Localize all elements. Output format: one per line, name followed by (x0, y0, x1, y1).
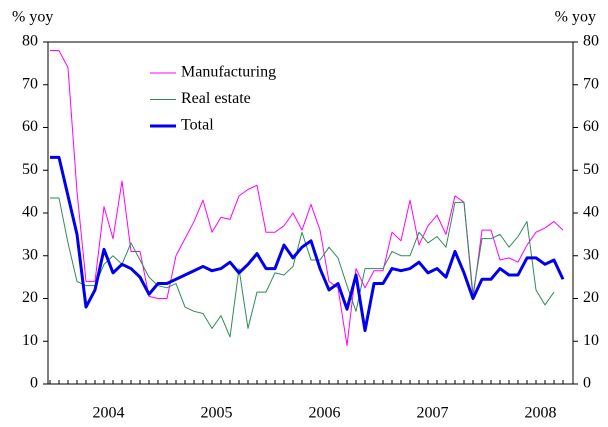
y-axis-label: % yoy (12, 9, 53, 26)
series-line (50, 50, 564, 347)
y2-tick-label: 30 (583, 246, 599, 263)
y-tick-label: 40 (22, 204, 38, 221)
y-tick-label: 30 (22, 246, 38, 263)
y-tick-label: 80 (22, 33, 38, 50)
y2-tick-label: 40 (583, 204, 599, 221)
x-tick-label: 2004 (93, 405, 125, 422)
legend-label: Real estate (181, 90, 251, 107)
y2-tick-label: 10 (583, 332, 599, 349)
y-tick-label: 70 (22, 75, 38, 92)
y2-tick-label: 20 (583, 289, 599, 306)
y-tick-label: 10 (22, 332, 38, 349)
y-tick-label: 60 (22, 118, 38, 135)
series-line (50, 197, 555, 338)
y2-tick-label: 80 (583, 33, 599, 50)
y2-tick-label: 70 (583, 75, 599, 92)
series-line (50, 155, 565, 333)
y-tick-label: 20 (22, 289, 38, 306)
plot-frame (47, 41, 574, 385)
x-tick-label: 2006 (309, 405, 341, 422)
x-tick-label: 2008 (525, 405, 557, 422)
y2-tick-label: 60 (583, 118, 599, 135)
y2-axis-label: % yoy (555, 9, 596, 26)
x-tick-label: 2007 (417, 405, 449, 422)
y-tick-label: 50 (22, 161, 38, 178)
legend-label: Manufacturing (181, 64, 276, 81)
y2-tick-label: 50 (583, 161, 599, 178)
y2-tick-label: 0 (583, 375, 591, 392)
x-tick-label: 2005 (201, 405, 233, 422)
legend-label: Total (181, 117, 214, 134)
y-tick-label: 0 (30, 375, 38, 392)
